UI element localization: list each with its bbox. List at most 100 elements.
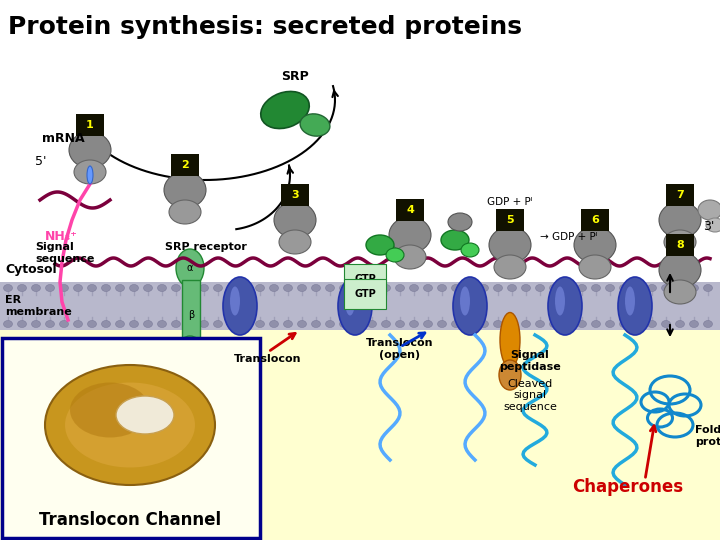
Text: Cytosol: Cytosol	[5, 264, 57, 276]
Ellipse shape	[521, 321, 531, 327]
Ellipse shape	[664, 230, 696, 254]
Ellipse shape	[675, 285, 685, 292]
Ellipse shape	[199, 321, 209, 327]
FancyBboxPatch shape	[281, 184, 309, 206]
Ellipse shape	[199, 285, 209, 292]
Text: → GDP + Pᴵ: → GDP + Pᴵ	[540, 232, 598, 242]
Ellipse shape	[366, 235, 394, 255]
Ellipse shape	[606, 285, 614, 292]
Text: Translocon: Translocon	[234, 354, 302, 364]
FancyBboxPatch shape	[666, 184, 694, 206]
Ellipse shape	[74, 160, 106, 184]
Ellipse shape	[340, 321, 348, 327]
Text: Cleaved
signal
sequence: Cleaved signal sequence	[503, 379, 557, 412]
Bar	[0, 300, 720, 540]
Ellipse shape	[143, 321, 153, 327]
Ellipse shape	[579, 255, 611, 279]
Ellipse shape	[564, 321, 572, 327]
Text: Signal
sequence: Signal sequence	[35, 241, 94, 264]
Ellipse shape	[171, 285, 181, 292]
Ellipse shape	[115, 321, 125, 327]
Ellipse shape	[659, 202, 701, 238]
Text: 2: 2	[181, 160, 189, 170]
Ellipse shape	[466, 285, 474, 292]
Text: Translocon Channel: Translocon Channel	[39, 511, 221, 529]
Ellipse shape	[73, 321, 83, 327]
Ellipse shape	[115, 285, 125, 292]
Ellipse shape	[508, 285, 516, 292]
Ellipse shape	[493, 285, 503, 292]
Ellipse shape	[394, 245, 426, 269]
Ellipse shape	[647, 285, 657, 292]
Ellipse shape	[274, 202, 316, 238]
Ellipse shape	[65, 382, 195, 468]
Ellipse shape	[297, 285, 307, 292]
Ellipse shape	[460, 287, 470, 315]
Ellipse shape	[466, 321, 474, 327]
Ellipse shape	[592, 285, 600, 292]
Text: 7: 7	[676, 190, 684, 200]
Ellipse shape	[690, 285, 698, 292]
Ellipse shape	[549, 285, 559, 292]
Ellipse shape	[441, 230, 469, 250]
Bar	[0, 282, 720, 330]
Ellipse shape	[300, 114, 330, 136]
Ellipse shape	[634, 285, 642, 292]
Ellipse shape	[228, 285, 236, 292]
Bar	[2, 338, 260, 538]
Ellipse shape	[4, 285, 12, 292]
Ellipse shape	[438, 285, 446, 292]
Ellipse shape	[489, 227, 531, 263]
Ellipse shape	[659, 252, 701, 288]
Ellipse shape	[367, 321, 377, 327]
FancyBboxPatch shape	[396, 199, 424, 221]
Ellipse shape	[410, 321, 418, 327]
Ellipse shape	[549, 321, 559, 327]
Ellipse shape	[256, 321, 264, 327]
Ellipse shape	[508, 321, 516, 327]
Ellipse shape	[423, 285, 433, 292]
Ellipse shape	[60, 321, 68, 327]
Text: SRP: SRP	[281, 70, 309, 83]
Ellipse shape	[389, 217, 431, 253]
Ellipse shape	[664, 280, 696, 304]
Ellipse shape	[230, 287, 240, 315]
Ellipse shape	[354, 321, 362, 327]
Ellipse shape	[32, 321, 40, 327]
Text: Protein synthesis: secreted proteins: Protein synthesis: secreted proteins	[8, 15, 522, 39]
Text: mRNA: mRNA	[42, 132, 85, 145]
Ellipse shape	[102, 285, 110, 292]
Ellipse shape	[461, 243, 479, 257]
Text: Chaperones: Chaperones	[572, 478, 683, 496]
Text: SRP receptor: SRP receptor	[165, 242, 247, 252]
Ellipse shape	[625, 287, 635, 315]
Ellipse shape	[577, 285, 587, 292]
Text: ER
membrane: ER membrane	[5, 295, 72, 317]
Ellipse shape	[186, 321, 194, 327]
Text: GTP: GTP	[354, 289, 376, 299]
Ellipse shape	[647, 321, 657, 327]
Ellipse shape	[269, 321, 279, 327]
Ellipse shape	[158, 285, 166, 292]
Ellipse shape	[87, 166, 93, 184]
Ellipse shape	[395, 285, 405, 292]
Text: Signal
peptidase: Signal peptidase	[499, 350, 561, 372]
Ellipse shape	[45, 285, 55, 292]
Ellipse shape	[228, 321, 236, 327]
Ellipse shape	[171, 321, 181, 327]
Ellipse shape	[703, 285, 713, 292]
Ellipse shape	[338, 277, 372, 335]
Ellipse shape	[345, 287, 355, 315]
Ellipse shape	[706, 218, 720, 232]
Ellipse shape	[662, 321, 670, 327]
Ellipse shape	[480, 285, 488, 292]
Ellipse shape	[88, 285, 96, 292]
Ellipse shape	[521, 285, 531, 292]
Ellipse shape	[448, 213, 472, 231]
Ellipse shape	[214, 321, 222, 327]
Ellipse shape	[480, 321, 488, 327]
Ellipse shape	[438, 321, 446, 327]
Ellipse shape	[69, 132, 111, 168]
Ellipse shape	[284, 321, 292, 327]
Ellipse shape	[662, 285, 670, 292]
